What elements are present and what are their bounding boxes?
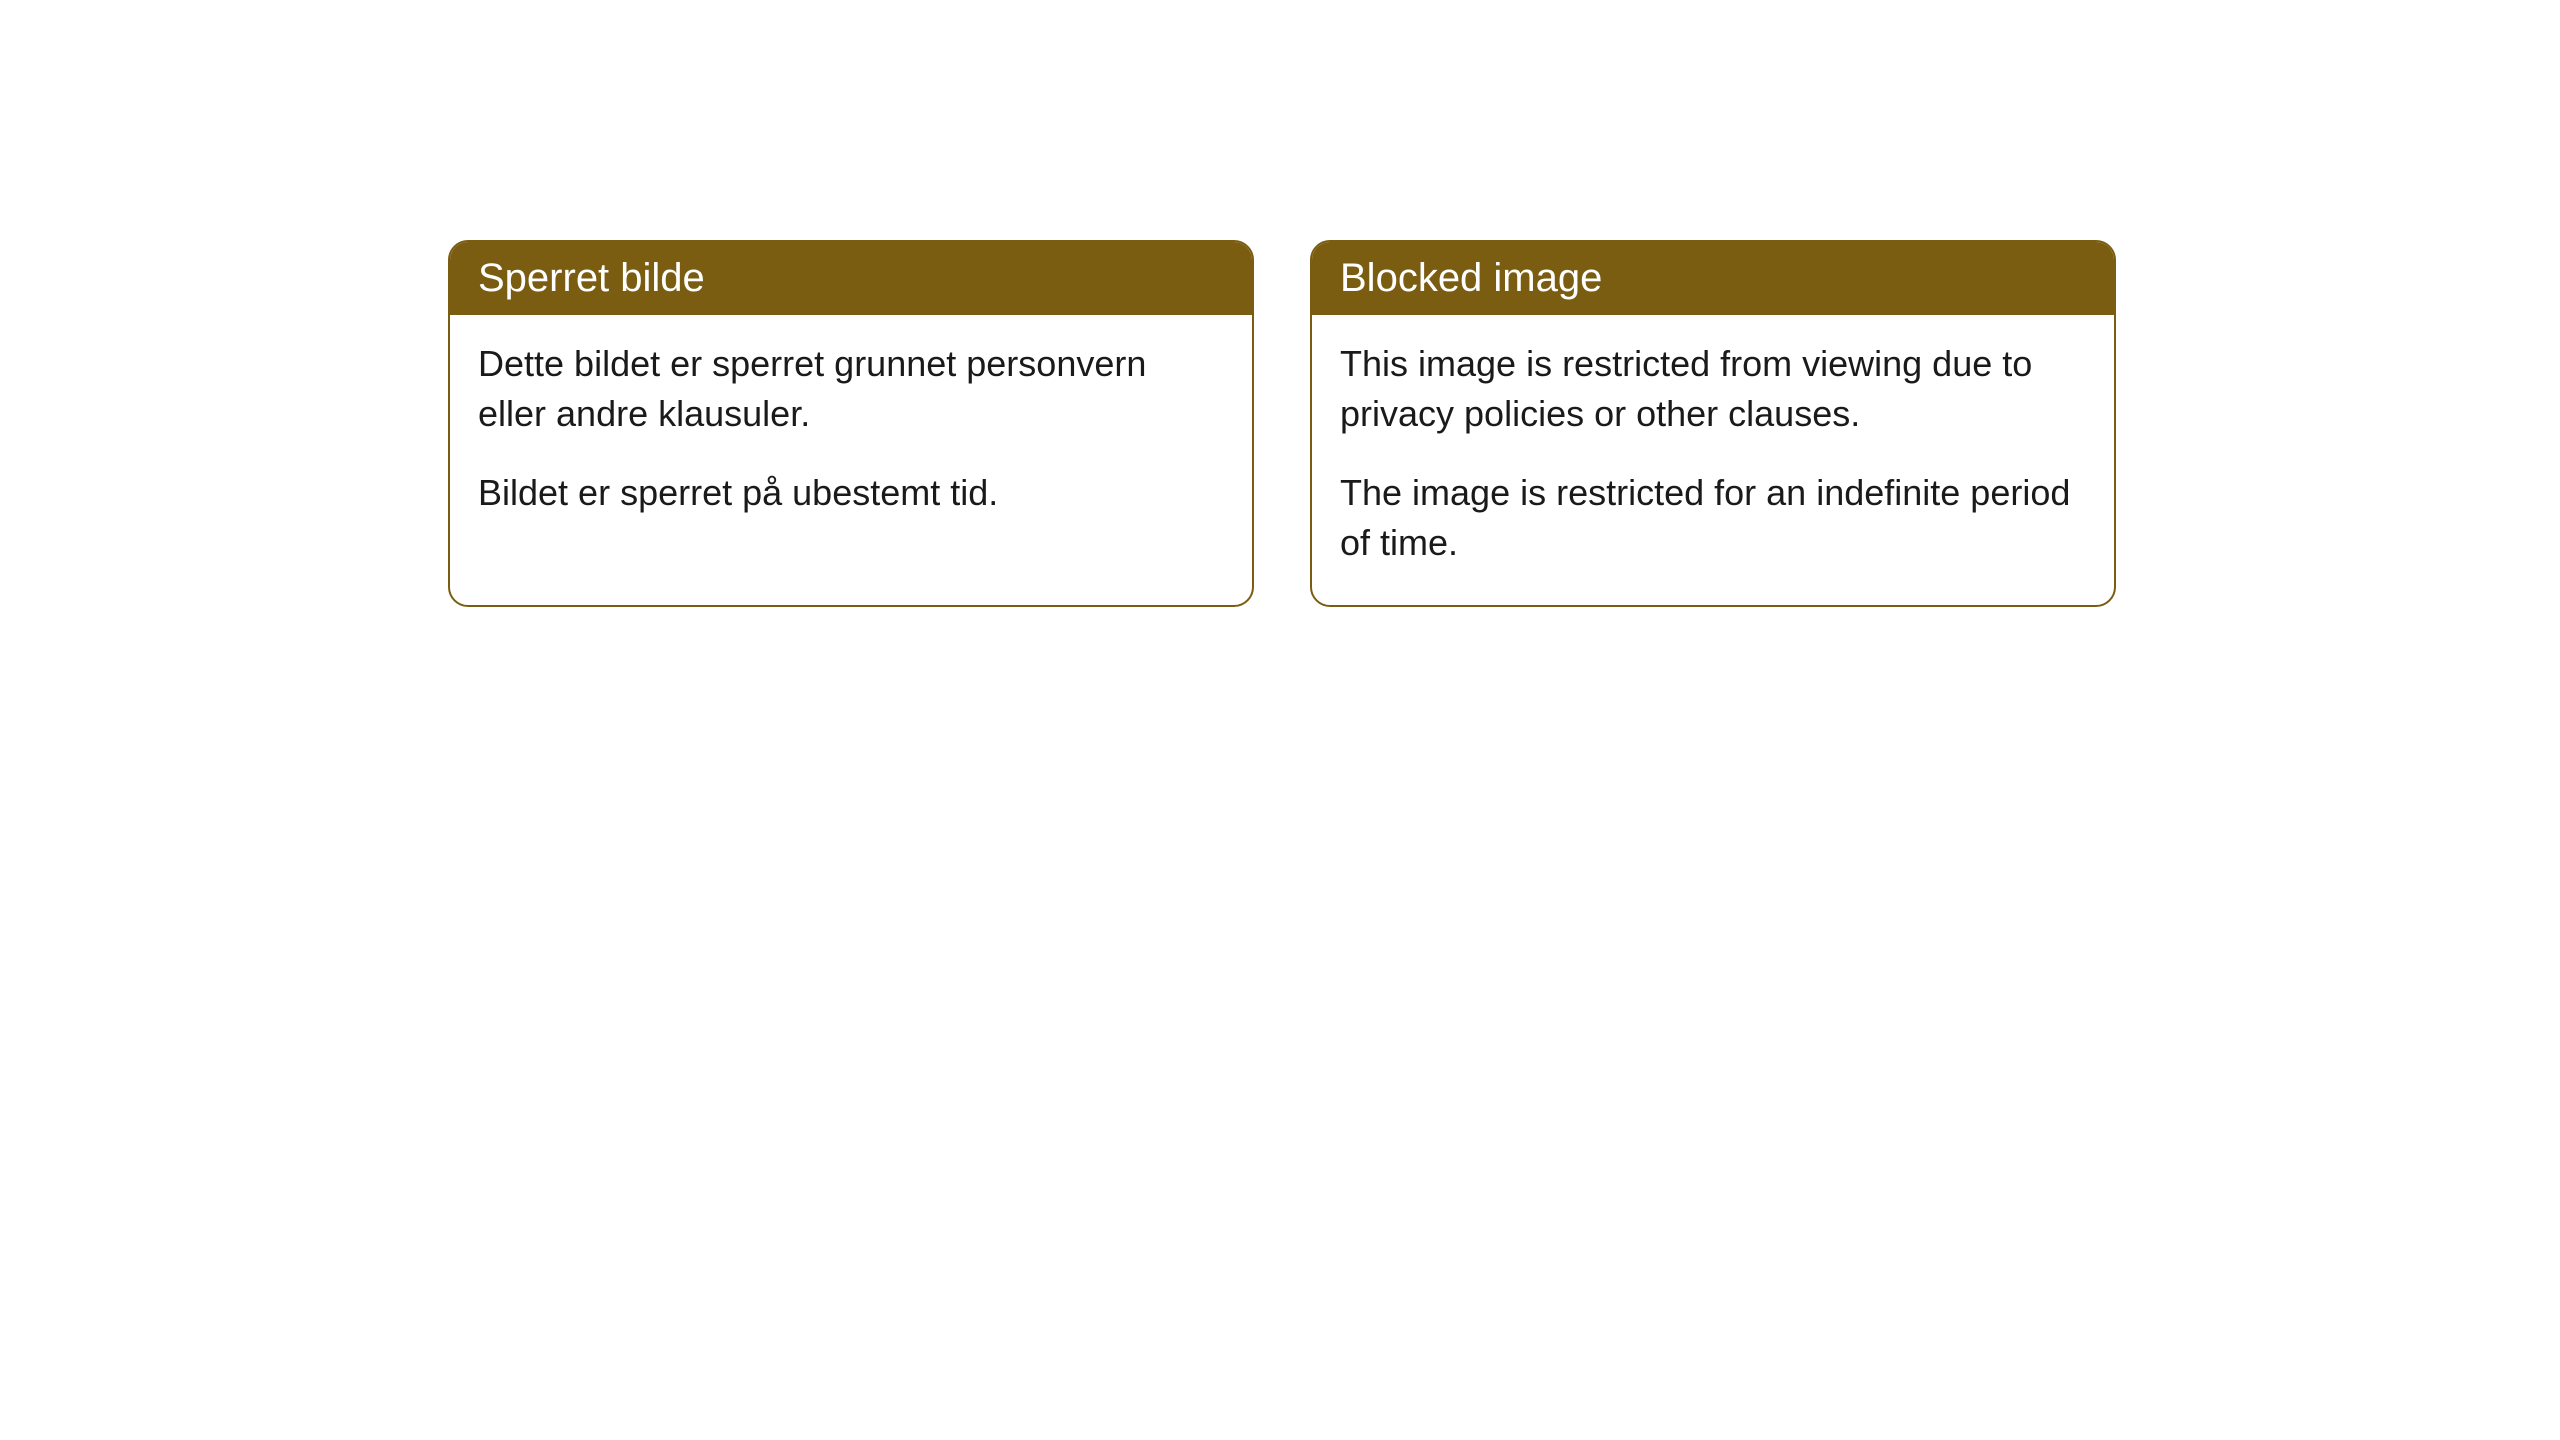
card-body: This image is restricted from viewing du…	[1312, 315, 2114, 605]
card-body: Dette bildet er sperret grunnet personve…	[450, 315, 1252, 554]
card-header: Sperret bilde	[450, 242, 1252, 315]
card-paragraph: Bildet er sperret på ubestemt tid.	[478, 468, 1224, 518]
card-paragraph: Dette bildet er sperret grunnet personve…	[478, 339, 1224, 440]
card-paragraph: The image is restricted for an indefinit…	[1340, 468, 2086, 569]
notice-cards-container: Sperret bilde Dette bildet er sperret gr…	[448, 240, 2116, 607]
notice-card-norwegian: Sperret bilde Dette bildet er sperret gr…	[448, 240, 1254, 607]
notice-card-english: Blocked image This image is restricted f…	[1310, 240, 2116, 607]
card-title: Sperret bilde	[478, 256, 705, 300]
card-paragraph: This image is restricted from viewing du…	[1340, 339, 2086, 440]
card-title: Blocked image	[1340, 256, 1602, 300]
card-header: Blocked image	[1312, 242, 2114, 315]
